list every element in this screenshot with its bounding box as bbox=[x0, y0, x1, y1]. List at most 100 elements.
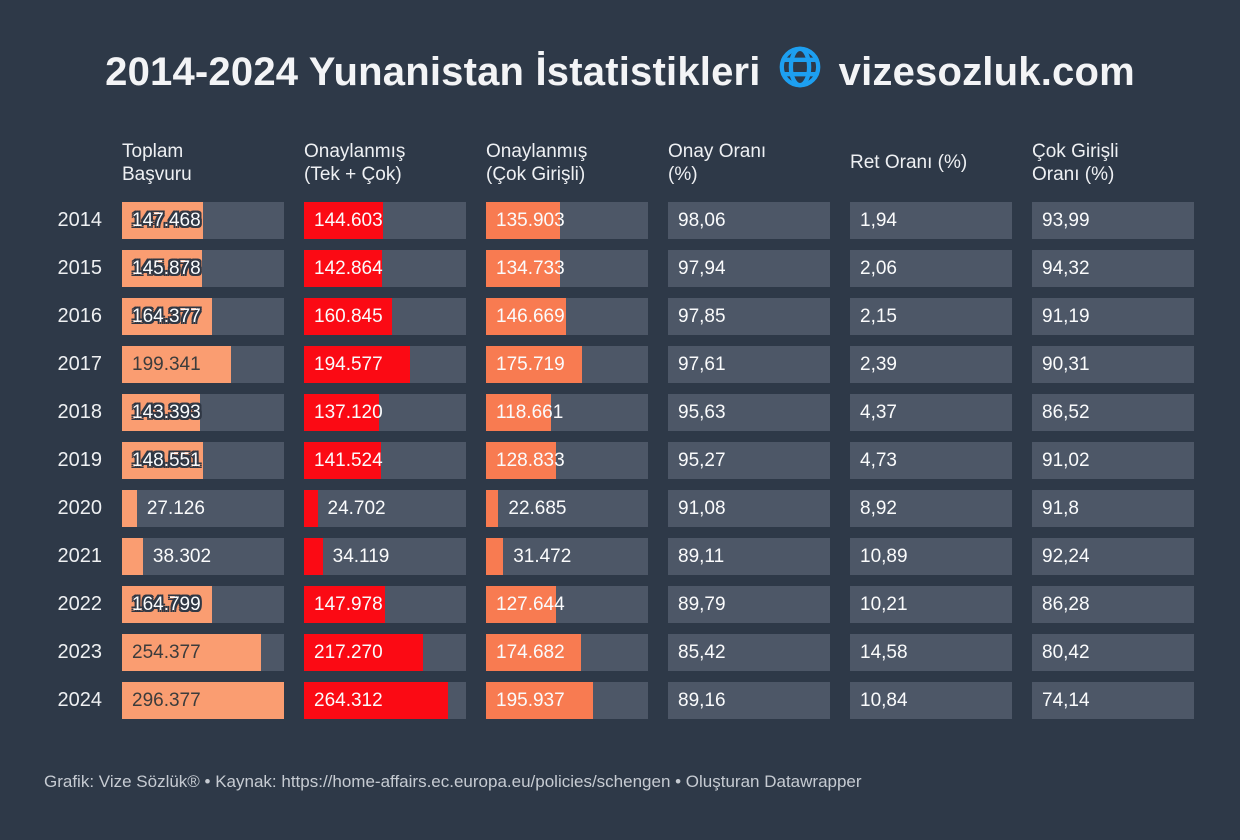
multi-value-label: 175.719 bbox=[496, 353, 565, 375]
multi-bar-cell: 146.669 bbox=[486, 298, 648, 335]
table-row: 2022 164.799 147.978 127.644 89,79 10,21… bbox=[44, 586, 1194, 623]
rejection-rate-label: 10,84 bbox=[860, 689, 908, 711]
rejection-rate-cell: 2,06 bbox=[850, 250, 1012, 287]
multi-value-label: 174.682 bbox=[496, 641, 565, 663]
approval-rate-label: 95,27 bbox=[678, 449, 726, 471]
row-year-label: 2023 bbox=[57, 641, 103, 663]
multi-rate-label: 86,28 bbox=[1042, 593, 1090, 615]
table-row: 2019 148.551 141.524 128.833 95,27 4,73 … bbox=[44, 442, 1194, 479]
approval-rate-label: 89,16 bbox=[678, 689, 726, 711]
approved-bar-cell: 217.270 bbox=[304, 634, 466, 671]
header-row: Toplam Başvuru Onaylanmış (Tek + Çok) Onay… bbox=[44, 134, 1194, 192]
approval-rate-cell: 97,94 bbox=[668, 250, 830, 287]
approved-bar-fill bbox=[304, 346, 411, 383]
column-header-4: Ret Oranı (%) bbox=[850, 152, 968, 174]
column-header-3: Onay Oranı (%) bbox=[668, 140, 767, 185]
row-year-label: 2017 bbox=[57, 353, 103, 375]
total-bar-fill bbox=[122, 298, 212, 335]
title-text-left: 2014-2024 Yunanistan İstatistikleri bbox=[105, 49, 761, 94]
page-title: 2014-2024 Yunanistan İstatistikleri vize… bbox=[0, 0, 1240, 100]
multi-rate-label: 91,02 bbox=[1042, 449, 1090, 471]
approved-value-label: 141.524 bbox=[314, 449, 383, 471]
approved-bar-fill bbox=[304, 490, 318, 527]
multi-bar-cell: 127.644 bbox=[486, 586, 648, 623]
rejection-rate-label: 14,58 bbox=[860, 641, 908, 663]
approval-rate-cell: 89,11 bbox=[668, 538, 830, 575]
total-value-label: 164.377 bbox=[132, 305, 201, 327]
approved-bar-fill bbox=[304, 250, 383, 287]
multi-value-label: 195.937 bbox=[496, 689, 565, 711]
rejection-rate-cell: 4,37 bbox=[850, 394, 1012, 431]
approved-value-label: 137.120 bbox=[314, 401, 383, 423]
approved-bar-fill bbox=[304, 394, 379, 431]
rejection-rate-cell: 14,58 bbox=[850, 634, 1012, 671]
total-bar-fill bbox=[122, 682, 284, 719]
table-row: 2015 145.878 142.864 134.733 97,94 2,06 … bbox=[44, 250, 1194, 287]
multi-rate-cell: 93,99 bbox=[1032, 202, 1194, 239]
approved-bar-cell: 24.702 bbox=[304, 490, 466, 527]
multi-rate-cell: 91,19 bbox=[1032, 298, 1194, 335]
approved-bar-fill bbox=[304, 442, 382, 479]
total-value-label: 199.341 bbox=[132, 353, 201, 375]
multi-bar-fill bbox=[486, 250, 560, 287]
multi-bar-cell: 31.472 bbox=[486, 538, 648, 575]
multi-bar-fill bbox=[486, 634, 582, 671]
table-row: 2017 199.341 194.577 175.719 97,61 2,39 … bbox=[44, 346, 1194, 383]
rejection-rate-cell: 8,92 bbox=[850, 490, 1012, 527]
total-bar-fill bbox=[122, 634, 262, 671]
multi-bar-fill bbox=[486, 298, 567, 335]
multi-rate-label: 90,31 bbox=[1042, 353, 1090, 375]
approval-rate-label: 89,79 bbox=[678, 593, 726, 615]
multi-value-label: 118.661 bbox=[496, 401, 564, 423]
approved-bar-fill bbox=[304, 202, 384, 239]
approval-rate-cell: 85,42 bbox=[668, 634, 830, 671]
rejection-rate-cell: 10,21 bbox=[850, 586, 1012, 623]
multi-rate-label: 91,19 bbox=[1042, 305, 1090, 327]
approval-rate-cell: 98,06 bbox=[668, 202, 830, 239]
table-row: 2018 143.393 137.120 118.661 95,63 4,37 … bbox=[44, 394, 1194, 431]
approval-rate-label: 98,06 bbox=[678, 209, 726, 231]
approval-rate-label: 95,63 bbox=[678, 401, 726, 423]
multi-rate-cell: 94,32 bbox=[1032, 250, 1194, 287]
column-header-0: Toplam Başvuru bbox=[122, 140, 192, 185]
statistics-table: Toplam Başvuru Onaylanmış (Tek + Çok) Onay… bbox=[44, 134, 1194, 719]
table-row: 2021 38.302 34.119 31.472 89,11 10,89 92… bbox=[44, 538, 1194, 575]
rejection-rate-cell: 10,89 bbox=[850, 538, 1012, 575]
approval-rate-label: 85,42 bbox=[678, 641, 726, 663]
multi-rate-label: 86,52 bbox=[1042, 401, 1090, 423]
table-row: 2014 147.468 144.603 135.903 98,06 1,94 … bbox=[44, 202, 1194, 239]
multi-value-label: 134.733 bbox=[496, 257, 565, 279]
total-value-label: 147.468 bbox=[132, 209, 201, 231]
multi-bar-cell: 22.685 bbox=[486, 490, 648, 527]
multi-rate-cell: 91,8 bbox=[1032, 490, 1194, 527]
approved-bar-cell: 160.845 bbox=[304, 298, 466, 335]
multi-rate-cell: 86,28 bbox=[1032, 586, 1194, 623]
row-year-label: 2024 bbox=[57, 689, 103, 711]
multi-bar-cell: 195.937 bbox=[486, 682, 648, 719]
multi-bar-fill bbox=[486, 490, 499, 527]
year-column-header bbox=[44, 134, 102, 192]
rejection-rate-label: 2,39 bbox=[860, 353, 897, 375]
total-value-label: 27.126 bbox=[146, 497, 205, 519]
approval-rate-cell: 95,27 bbox=[668, 442, 830, 479]
approved-value-label: 144.603 bbox=[314, 209, 383, 231]
multi-bar-cell: 134.733 bbox=[486, 250, 648, 287]
rejection-rate-cell: 1,94 bbox=[850, 202, 1012, 239]
multi-value-label: 128.833 bbox=[496, 449, 565, 471]
multi-rate-label: 91,8 bbox=[1042, 497, 1079, 519]
total-bar-fill bbox=[122, 490, 137, 527]
multi-bar-fill bbox=[486, 442, 557, 479]
rejection-rate-cell: 2,39 bbox=[850, 346, 1012, 383]
approved-value-label: 142.864 bbox=[314, 257, 383, 279]
row-year-label: 2020 bbox=[57, 497, 103, 519]
rejection-rate-label: 8,92 bbox=[860, 497, 897, 519]
row-year-label: 2016 bbox=[57, 305, 103, 327]
total-bar-cell: 164.377 bbox=[122, 298, 284, 335]
approval-rate-label: 97,61 bbox=[678, 353, 726, 375]
multi-bar-fill bbox=[486, 346, 583, 383]
rejection-rate-label: 2,06 bbox=[860, 257, 897, 279]
multi-bar-cell: 175.719 bbox=[486, 346, 648, 383]
total-value-label: 38.302 bbox=[152, 545, 212, 567]
total-bar-cell: 27.126 bbox=[122, 490, 284, 527]
multi-rate-cell: 91,02 bbox=[1032, 442, 1194, 479]
